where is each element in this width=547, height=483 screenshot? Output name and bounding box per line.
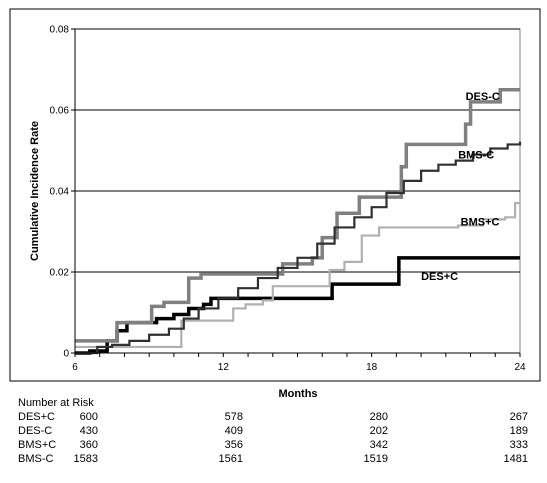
x-tick-label: 12: [218, 362, 230, 373]
x-axis-label: Months: [278, 388, 317, 400]
y-tick-label: 0.04: [50, 187, 70, 198]
gridlines: [75, 28, 520, 273]
risk-row-label: BMS-C: [18, 453, 54, 465]
risk-table-title: Number at Risk: [18, 397, 94, 409]
y-tick-label: 0.02: [50, 268, 70, 279]
series-lines: [75, 88, 522, 355]
risk-value: 1519: [363, 453, 388, 465]
x-tick-label: 6: [72, 362, 78, 373]
risk-row-label: DES+C: [18, 411, 55, 423]
risk-value: 202: [369, 425, 388, 437]
risk-value: 360: [79, 439, 98, 451]
risk-table-row: BMS-C 1583 1561 1519 1481: [18, 453, 528, 467]
risk-value: 600: [79, 411, 98, 423]
y-axis-label: Cumulative Incidence Rate: [29, 121, 41, 261]
risk-value: 1481: [503, 453, 528, 465]
series-line-desminusc: [75, 88, 520, 343]
risk-table-row: BMS+C 360 356 342 333: [18, 439, 528, 453]
risk-value: 342: [369, 439, 388, 451]
series-label-desminusc: DES-C: [466, 91, 500, 103]
series-line-bmsplusc: [75, 202, 520, 349]
risk-table-row: DES-C 430 409 202 189: [18, 425, 528, 439]
risk-value: 430: [79, 425, 98, 437]
axes: 0 0.02 0.04 0.06 0.08 6 12 18 24: [50, 25, 526, 374]
x-tick-label: 18: [366, 362, 378, 373]
risk-value: 1561: [218, 453, 243, 465]
series-label-desplusc: DES+C: [421, 271, 458, 283]
y-tick-label: 0: [63, 349, 69, 360]
series-labels: DES+C DES-C BMS+C BMS-C: [421, 91, 500, 283]
series-label-bmsminusc: BMS-C: [458, 150, 494, 162]
series-line-bmsminusc: [75, 141, 522, 355]
risk-value: 409: [224, 425, 243, 437]
number-at-risk-table: Number at Risk DES+C 600 578 280 267 DES-C 430…: [18, 397, 528, 469]
x-tick-label: 24: [514, 362, 526, 373]
risk-value: 578: [224, 411, 243, 423]
risk-value: 1583: [73, 453, 98, 465]
risk-table-row: DES+C 600 578 280 267: [18, 411, 528, 425]
risk-value: 333: [509, 439, 528, 451]
risk-row-label: BMS+C: [18, 439, 57, 451]
series-label-bmsplusc: BMS+C: [461, 216, 500, 228]
risk-row-label: DES-C: [18, 425, 53, 437]
y-tick-label: 0.06: [50, 106, 70, 117]
risk-value: 356: [224, 439, 243, 451]
chart-border: [9, 8, 541, 382]
y-tick-label: 0.08: [50, 25, 70, 36]
risk-value: 267: [509, 411, 528, 423]
risk-value: 189: [509, 425, 528, 437]
cumulative-incidence-chart: 0 0.02 0.04 0.06 0.08 6 12 18 24 DES+C DES-C BMS+C…: [9, 8, 541, 400]
risk-value: 280: [369, 411, 388, 423]
